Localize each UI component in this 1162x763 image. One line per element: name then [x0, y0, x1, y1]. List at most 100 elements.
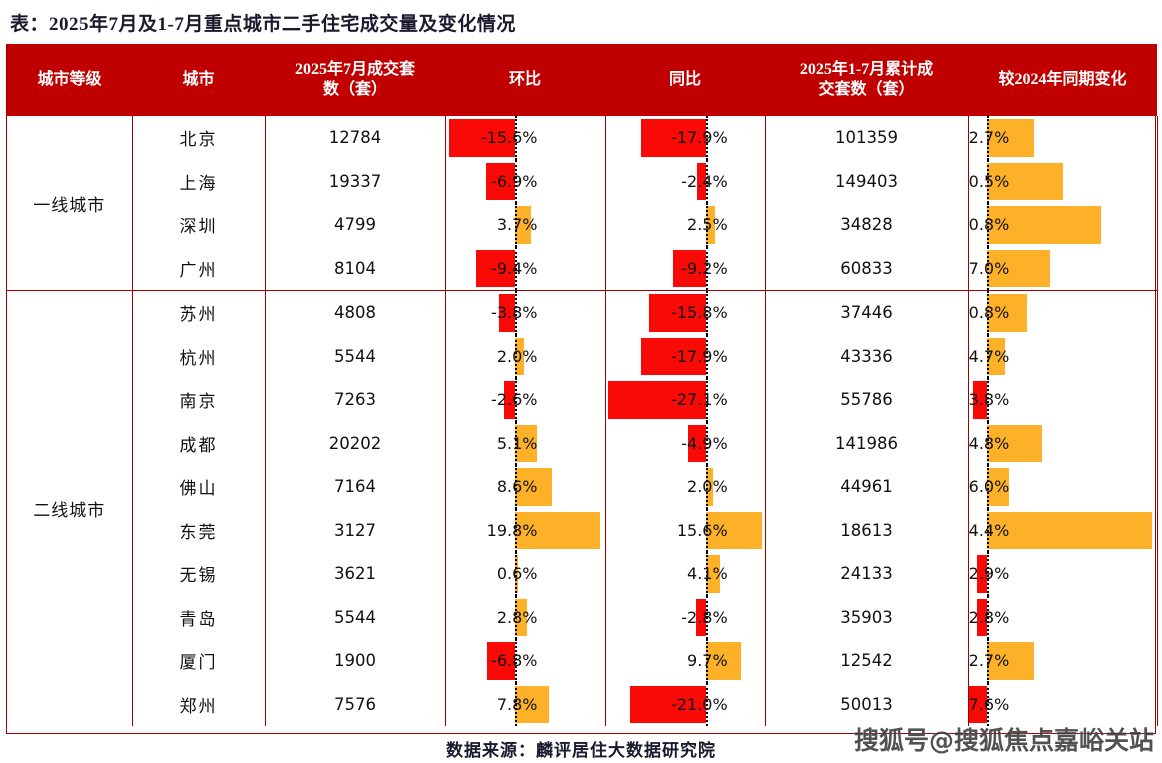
yoy-value-label: -2.8% — [681, 607, 728, 627]
mom-bar-cell: -9.4% — [444, 246, 606, 291]
bar-negative — [976, 555, 988, 593]
bar-positive — [705, 468, 713, 506]
cum-chg-value-label: -3.8% — [968, 390, 1010, 410]
cum-chg-value-label: -2.8% — [968, 607, 1010, 627]
yoy-bar-cell: -17.9% — [604, 116, 766, 160]
zero-axis-line — [515, 291, 518, 335]
mom-bar-cell: 2.8% — [444, 595, 606, 639]
yoy-bar-cell: 2.0% — [604, 465, 766, 509]
zero-axis-line — [705, 465, 708, 509]
july-volume-cell: 7164 — [264, 465, 446, 509]
july-volume-cell: 5544 — [264, 595, 446, 639]
city-name-cell: 深圳 — [131, 203, 266, 247]
bar-negative — [608, 381, 706, 419]
cum-chg-value-label: 12.7% — [968, 128, 1010, 148]
july-volume-cell: 19337 — [264, 159, 446, 203]
bar-negative — [499, 294, 516, 332]
mom-bar-cell: 0.6% — [444, 552, 606, 596]
cumulative-change-bar-cell: 10.8% — [967, 290, 1158, 335]
bar-positive — [987, 249, 1051, 287]
mom-bar-cell: 8.6% — [444, 465, 606, 509]
chart-title-bar: 表：2025年7月及1-7月重点城市二手住宅成交量及变化情况 — [0, 0, 1162, 44]
july-volume-cell: 4808 — [264, 290, 446, 335]
table-body: 一线城市北京12784-15.6%-17.9%10135912.7%上海1933… — [7, 116, 1158, 726]
cumulative-change-bar-cell: 14.8% — [967, 421, 1158, 465]
yoy-bar-cell: -2.8% — [604, 595, 766, 639]
yoy-bar-cell: -9.2% — [604, 246, 766, 291]
city-name-cell: 广州 — [131, 246, 266, 291]
bar-positive — [987, 511, 1152, 549]
july-volume-cell: 8104 — [264, 246, 446, 291]
tier-label-cell: 一线城市 — [7, 116, 133, 291]
city-name-cell: 杭州 — [131, 334, 266, 378]
yoy-bar-cell: -15.8% — [604, 290, 766, 335]
cumulative-volume-cell: 12542 — [764, 639, 969, 683]
zero-axis-line — [515, 552, 518, 596]
july-volume-cell: 7263 — [264, 378, 446, 422]
yoy-value-label: 2.0% — [687, 477, 728, 497]
zero-axis-line — [987, 334, 990, 378]
tier-label-cell: 二线城市 — [7, 290, 133, 726]
cumulative-volume-cell: 44961 — [764, 465, 969, 509]
bar-positive — [705, 555, 721, 593]
bar-negative — [486, 162, 516, 200]
yoy-value-label: -21.0% — [671, 694, 728, 714]
mom-bar-cell: 7.8% — [444, 682, 606, 726]
mom-value-label: 7.8% — [496, 694, 538, 714]
cumulative-change-bar-cell: 4.7% — [967, 334, 1158, 378]
city-name-cell: 南京 — [131, 378, 266, 422]
mom-value-label: -6.9% — [491, 171, 538, 191]
bar-positive — [515, 685, 549, 723]
yoy-value-label: -17.9% — [671, 346, 728, 366]
bar-negative — [486, 642, 516, 680]
bar-positive — [705, 206, 715, 244]
yoy-value-label: -9.2% — [681, 258, 728, 278]
mom-value-label: -2.6% — [491, 390, 538, 410]
yoy-value-label: 4.1% — [687, 564, 728, 584]
bar-positive — [987, 294, 1028, 332]
bar-positive — [705, 511, 762, 549]
bar-negative — [504, 381, 516, 419]
mom-bar-cell: 2.0% — [444, 334, 606, 378]
mom-bar-cell: 5.1% — [444, 421, 606, 465]
bar-positive — [987, 424, 1043, 462]
cumulative-volume-cell: 149403 — [764, 159, 969, 203]
bar-negative — [475, 249, 516, 287]
zero-axis-line — [705, 203, 708, 247]
page-title: 表：2025年7月及1-7月重点城市二手住宅成交量及变化情况 — [10, 13, 516, 35]
mom-value-label: 3.7% — [496, 215, 538, 235]
zero-axis-line — [987, 246, 990, 290]
table-header: 城市等级 城市 2025年7月成交套 数（套） 环比 同比 2025年1-7月累… — [7, 44, 1157, 116]
cum-chg-value-label: 30.8% — [968, 215, 1010, 235]
mom-value-label: -9.4% — [491, 258, 538, 278]
cumulative-volume-cell: 50013 — [764, 682, 969, 726]
bar-positive — [515, 337, 524, 375]
col-header-yoy: 同比 — [605, 44, 765, 116]
cumulative-volume-cell: 18613 — [764, 508, 969, 552]
bar-positive — [987, 337, 1005, 375]
cumulative-change-bar-cell: -7.6% — [967, 682, 1158, 726]
july-volume-cell: 3127 — [264, 508, 446, 552]
bar-negative — [688, 424, 706, 462]
cum-chg-value-label: 44.4% — [968, 520, 1010, 540]
source-note-text: 数据来源：麟评居住大数据研究院 — [446, 741, 716, 760]
cum-chg-value-label: -7.6% — [968, 694, 1010, 714]
yoy-value-label: 9.7% — [687, 651, 728, 671]
cumulative-change-bar-cell: 12.7% — [967, 639, 1158, 683]
bar-positive — [705, 642, 741, 680]
mom-bar-cell: 3.7% — [444, 203, 606, 247]
mom-value-label: 5.1% — [496, 433, 538, 453]
zero-axis-line — [987, 203, 990, 247]
city-name-cell: 东莞 — [131, 508, 266, 552]
bar-negative — [641, 119, 706, 157]
